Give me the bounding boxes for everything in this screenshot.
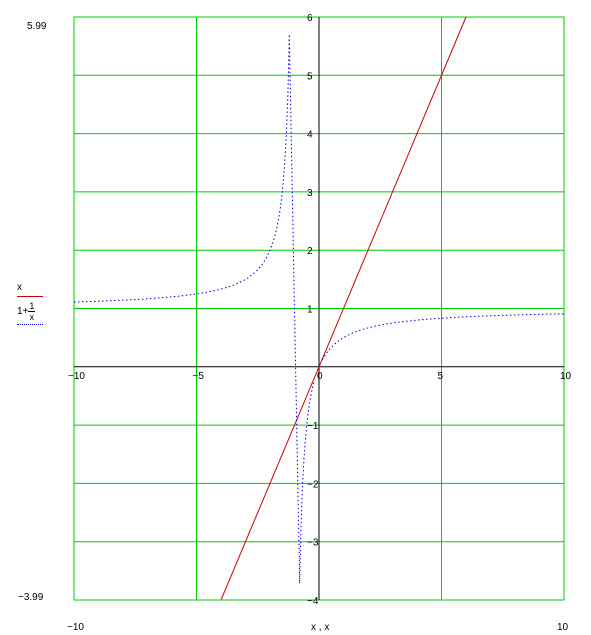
x-tick-label: 0 bbox=[317, 371, 323, 382]
y-tick-label: 3 bbox=[307, 188, 313, 199]
y-tick-label: 4 bbox=[307, 130, 313, 141]
x-min-label: −10 bbox=[67, 622, 84, 633]
x-tick-label: 5 bbox=[438, 371, 444, 382]
y-min-label: −3.99 bbox=[18, 592, 44, 603]
y-tick-label: −4 bbox=[307, 596, 319, 607]
x-tick-label: −5 bbox=[193, 371, 205, 382]
y-tick-label: 6 bbox=[307, 13, 313, 24]
x-tick-label: −10 bbox=[68, 371, 85, 382]
legend-rational-prefix: 1+ bbox=[17, 306, 29, 318]
legend-fraction-den: x bbox=[29, 312, 35, 322]
x-axis-label: x , x bbox=[311, 622, 330, 633]
series-group bbox=[73, 16, 565, 600]
x-max-label: 10 bbox=[557, 622, 569, 633]
series-line-rational-right bbox=[321, 313, 565, 360]
y-tick-label: 1 bbox=[307, 305, 313, 316]
legend-swatch-linear bbox=[17, 296, 43, 297]
legend-label-linear: x bbox=[17, 282, 22, 293]
y-tick-label: −3 bbox=[307, 538, 319, 549]
x-tick-label: 10 bbox=[560, 371, 572, 382]
y-tick-label: −1 bbox=[307, 421, 319, 432]
tick-labels: −10 −5 0 5 10 −4 −3 −2 −1 1 2 3 4 5 6 bbox=[68, 13, 572, 607]
legend-fraction-num: 1 bbox=[28, 301, 36, 312]
legend: x 1+ 1 x bbox=[17, 282, 57, 329]
series-line-linear bbox=[220, 16, 467, 600]
legend-swatch-rational bbox=[17, 324, 43, 325]
y-max-label: 5.99 bbox=[27, 21, 47, 32]
y-tick-label: 2 bbox=[307, 246, 313, 257]
y-tick-label: −2 bbox=[307, 479, 319, 490]
y-tick-label: 5 bbox=[307, 71, 313, 82]
legend-label-rational: 1+ 1 x bbox=[17, 301, 57, 322]
